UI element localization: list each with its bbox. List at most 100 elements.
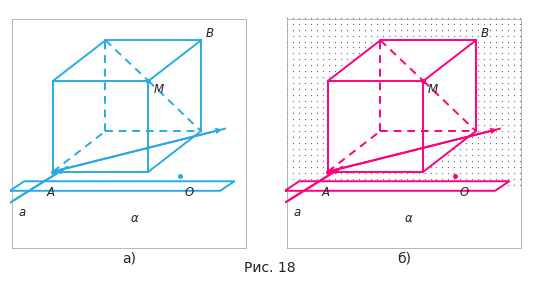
- Point: [396, 218, 405, 223]
- Point: [396, 123, 405, 127]
- Point: [486, 212, 495, 217]
- Point: [324, 87, 333, 92]
- Point: [450, 165, 459, 169]
- Point: [480, 135, 488, 139]
- Point: [307, 45, 315, 50]
- Point: [504, 129, 513, 133]
- Point: [390, 147, 399, 151]
- Point: [361, 27, 369, 32]
- Point: [516, 117, 524, 121]
- Point: [492, 176, 501, 181]
- Point: [474, 45, 482, 50]
- Point: [337, 212, 345, 217]
- Point: [462, 93, 471, 98]
- Point: [378, 201, 387, 205]
- Point: [438, 141, 447, 145]
- Point: [486, 242, 495, 247]
- Point: [295, 51, 303, 56]
- Point: [474, 69, 482, 74]
- Point: [438, 75, 447, 80]
- Point: [307, 230, 315, 235]
- Point: [420, 21, 429, 26]
- Point: [390, 153, 399, 157]
- Point: [324, 33, 333, 38]
- Point: [480, 201, 488, 205]
- Point: [420, 69, 429, 74]
- Point: [426, 111, 435, 115]
- Point: [426, 141, 435, 145]
- Point: [468, 69, 476, 74]
- Point: [438, 236, 447, 241]
- Point: [301, 189, 309, 193]
- Point: [289, 69, 298, 74]
- Point: [498, 224, 507, 229]
- Point: [324, 153, 333, 157]
- Point: [378, 69, 387, 74]
- Point: [516, 129, 524, 133]
- Point: [426, 45, 435, 50]
- Point: [462, 15, 471, 20]
- Text: O: O: [460, 186, 469, 199]
- Text: B: B: [206, 27, 214, 40]
- Point: [307, 51, 315, 56]
- Point: [480, 207, 488, 211]
- Point: [426, 189, 435, 193]
- Point: [510, 176, 519, 181]
- Point: [438, 212, 447, 217]
- Point: [510, 147, 519, 151]
- Point: [361, 51, 369, 56]
- Point: [402, 51, 411, 56]
- Point: [432, 99, 441, 103]
- Point: [414, 39, 423, 44]
- Point: [361, 224, 369, 229]
- Point: [432, 201, 441, 205]
- Point: [498, 248, 507, 253]
- Point: [409, 15, 417, 20]
- Point: [510, 153, 519, 157]
- Point: [367, 176, 375, 181]
- Point: [402, 171, 411, 175]
- Point: [492, 15, 501, 20]
- Point: [402, 69, 411, 74]
- Point: [456, 189, 465, 193]
- Point: [438, 147, 447, 151]
- Point: [426, 230, 435, 235]
- Point: [301, 212, 309, 217]
- Point: [409, 21, 417, 26]
- Point: [414, 111, 423, 115]
- Point: [384, 189, 393, 193]
- Point: [396, 51, 405, 56]
- Point: [516, 147, 524, 151]
- Point: [378, 81, 387, 85]
- Point: [330, 129, 339, 133]
- Point: [330, 87, 339, 92]
- Point: [409, 105, 417, 109]
- Point: [343, 230, 351, 235]
- Point: [349, 69, 357, 74]
- Point: [283, 45, 292, 50]
- Point: [349, 165, 357, 169]
- Point: [402, 15, 411, 20]
- Text: Рис. 18: Рис. 18: [244, 261, 295, 275]
- Point: [486, 45, 495, 50]
- Point: [295, 117, 303, 121]
- Point: [492, 57, 501, 62]
- Point: [426, 207, 435, 211]
- Point: [438, 111, 447, 115]
- Point: [343, 93, 351, 98]
- Point: [402, 218, 411, 223]
- Point: [426, 57, 435, 62]
- Point: [396, 27, 405, 32]
- Point: [414, 123, 423, 127]
- Point: [283, 27, 292, 32]
- Point: [313, 15, 321, 20]
- Point: [367, 201, 375, 205]
- Point: [456, 33, 465, 38]
- Point: [372, 248, 381, 253]
- Point: [337, 93, 345, 98]
- Point: [330, 57, 339, 62]
- Point: [420, 207, 429, 211]
- Point: [414, 93, 423, 98]
- Point: [504, 242, 513, 247]
- Point: [384, 153, 393, 157]
